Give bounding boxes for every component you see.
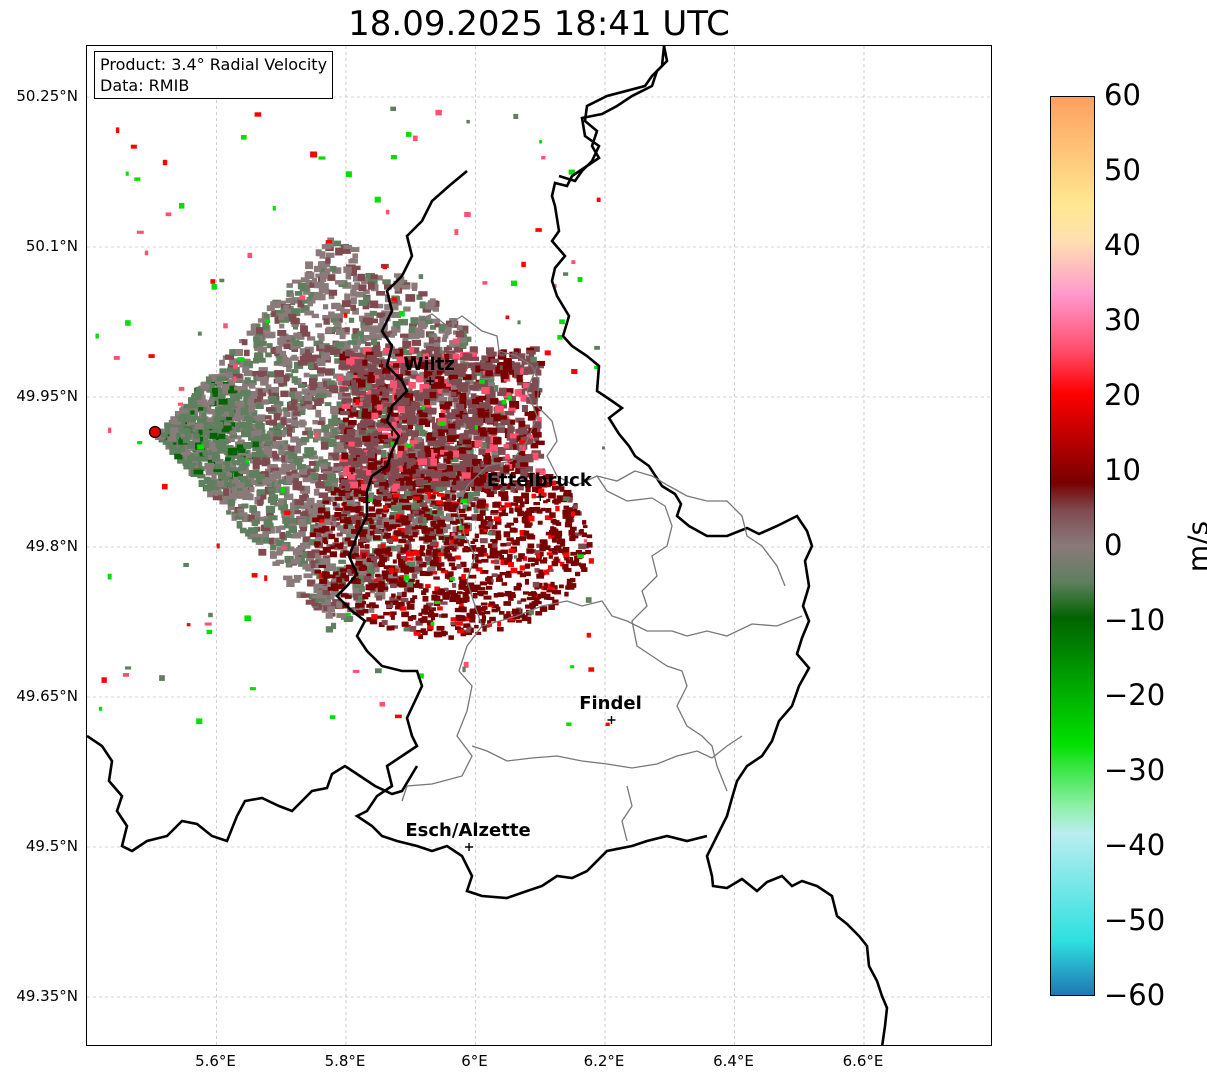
lat-tick-label: 49.95°N [16,387,78,405]
lon-tick-label: 6.4°E [713,1052,754,1070]
canton-border-6 [621,785,633,842]
product-label: Product: 3.4° Radial Velocity [100,55,328,74]
lon-tick-label: 6°E [461,1052,488,1070]
colorbar-tick-label: 10 [1104,453,1141,487]
colorbar-tick-label: 20 [1104,378,1141,412]
radar-site-dot [148,425,162,439]
canton-border-1 [416,313,728,792]
city-label: Findel [579,693,642,714]
country-border-germany [558,46,669,183]
colorbar-tick-label: 60 [1104,78,1141,112]
country-border-france-belgium [87,734,419,853]
colorbar-tick-label: 0 [1104,528,1123,562]
radar-site-marker [148,425,162,439]
city-label: Wiltz [403,354,455,375]
colorbar-tick-label: −60 [1104,978,1166,1012]
borders [87,46,889,1045]
canton-border-5 [596,470,786,587]
canton-border-2 [401,365,538,802]
map-area[interactable] [86,45,992,1046]
product-info-box: Product: 3.4° Radial Velocity Data: RMIB [94,51,334,99]
city-marker [465,843,474,851]
city-label: Esch/Alzette [405,820,531,841]
city-marker [536,493,545,501]
lon-tick-label: 6.2°E [583,1052,625,1070]
lat-tick-label: 50.25°N [16,87,78,105]
lat-tick-label: 49.8°N [25,537,78,555]
country-border-luxembourg [550,46,889,1045]
lon-tick-label: 6.6°E [842,1052,884,1070]
colorbar [1050,96,1095,996]
colorbar-tick-label: 40 [1104,228,1141,262]
colorbar-tick-label: −10 [1104,603,1166,637]
lat-tick-label: 49.65°N [16,687,78,705]
data-source-label: Data: RMIB [100,76,190,95]
colorbar-tick-label: 30 [1104,303,1141,337]
radar-echoes [95,106,610,727]
city-markers [426,377,616,851]
city-marker [426,377,435,385]
colorbar-unit-label: m/s [1181,520,1207,573]
lat-tick-label: 49.5°N [25,837,78,855]
lon-tick-label: 5.6°E [195,1052,236,1070]
lon-tick-label: 5.8°E [324,1052,366,1070]
country-border-luxembourg-west [335,170,708,900]
lat-tick-label: 50.1°N [25,237,78,255]
map-canvas [87,46,991,1045]
map-title: 18.09.2025 18:41 UTC [348,4,730,44]
colorbar-tick-label: −40 [1104,828,1166,862]
canton-border-3 [481,600,803,637]
colorbar-tick-label: −50 [1104,903,1166,937]
canton-border-4 [471,735,743,769]
colorbar-tick-label: −30 [1104,753,1166,787]
city-marker [607,716,616,724]
colorbar-tick-label: 50 [1104,153,1141,187]
city-label: Ettelbruck [486,470,592,491]
lat-tick-label: 49.35°N [16,987,78,1005]
colorbar-tick-label: −20 [1104,678,1166,712]
